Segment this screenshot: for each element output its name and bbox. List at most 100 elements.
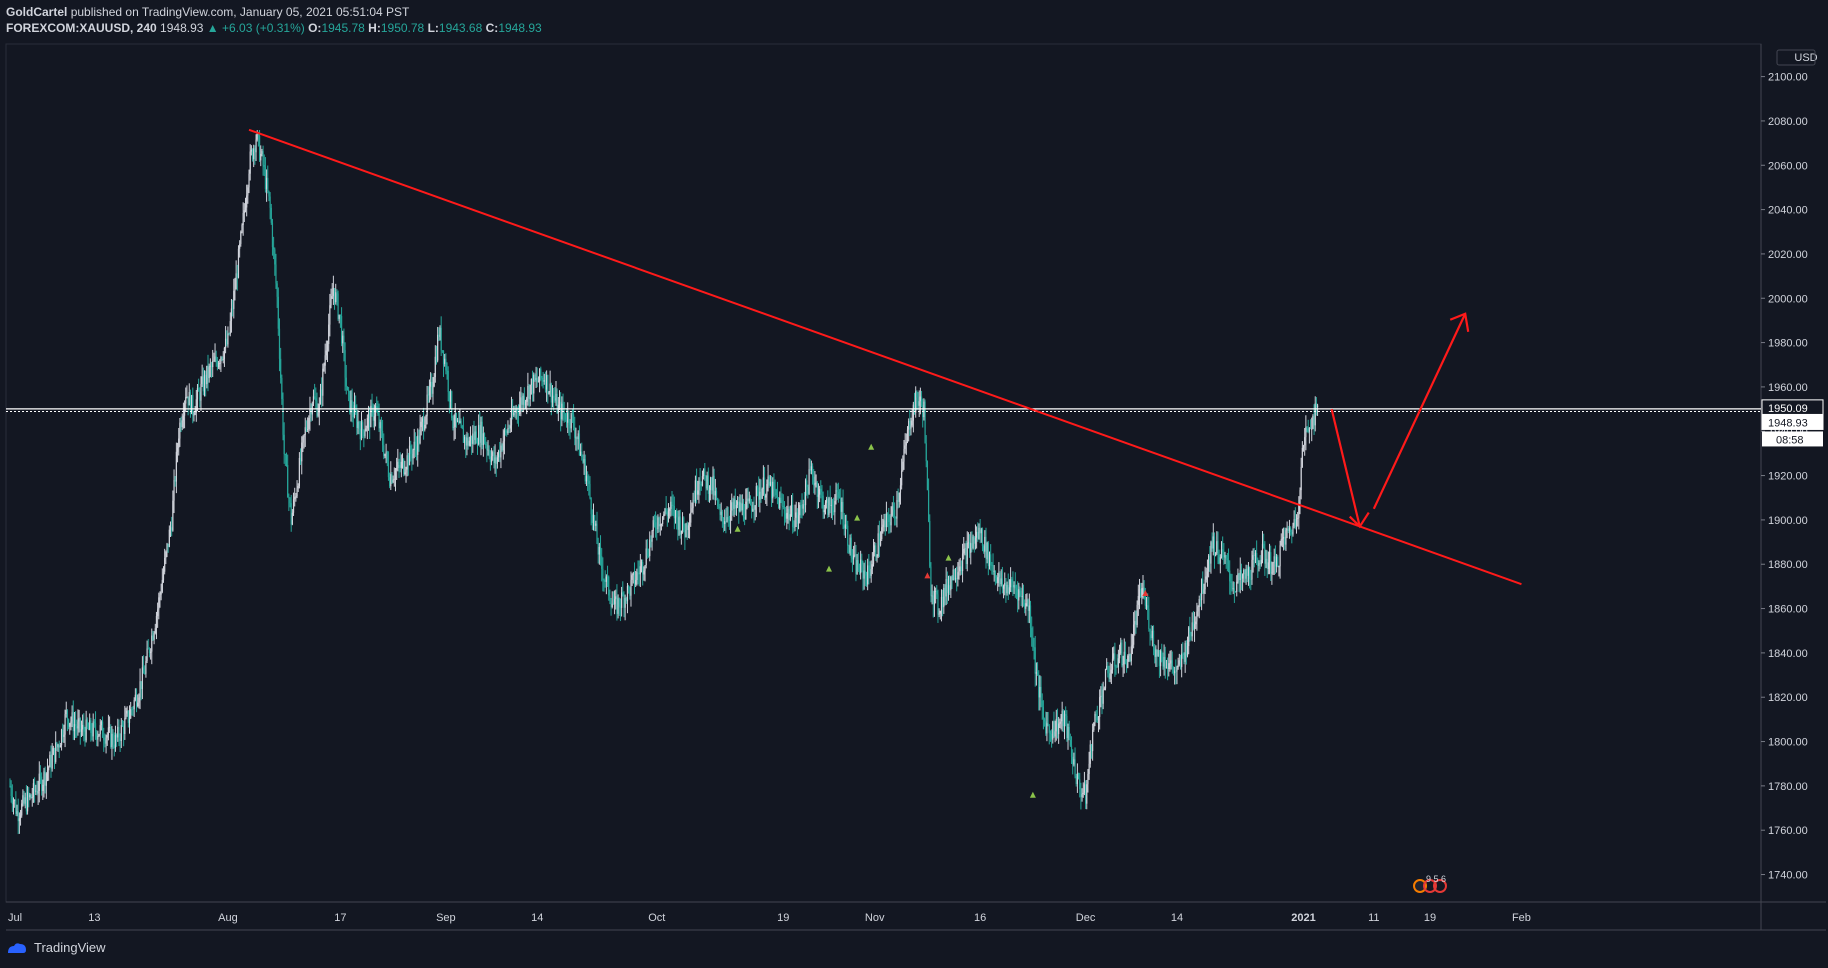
candle-body (763, 477, 766, 498)
candle-body (147, 648, 149, 650)
candle-body (451, 391, 453, 418)
candle-body (747, 498, 749, 502)
candle-body (935, 590, 937, 592)
candle-body (875, 545, 877, 558)
candle-body (319, 389, 322, 404)
candle-body (567, 412, 569, 423)
candle-body (819, 488, 821, 495)
candle-body (779, 497, 781, 509)
candle-body (1232, 588, 1234, 590)
candle-body (191, 395, 193, 414)
candle-body (392, 479, 394, 483)
candle-body (635, 580, 637, 585)
footer-brand[interactable]: TradingView (6, 940, 106, 955)
candle-body (1301, 447, 1303, 468)
candle-body (1080, 789, 1082, 798)
candle-body (148, 648, 151, 653)
candle-body (912, 404, 914, 421)
candle-body (10, 786, 12, 796)
candle-body (195, 399, 197, 413)
candle-body (758, 487, 760, 500)
candle-body (1121, 642, 1123, 666)
candle-body (280, 358, 282, 378)
candle-body (916, 391, 918, 398)
symbol-label[interactable]: FOREXCOM:XAUUSD, 240 (6, 21, 157, 35)
candle-body (505, 430, 507, 432)
candle-body (592, 515, 595, 523)
candle-body (705, 475, 707, 489)
candle-body (746, 498, 748, 502)
candle-body (173, 480, 175, 501)
candle-body (917, 397, 919, 406)
candle-body (1018, 589, 1020, 601)
open-label: O: (308, 21, 322, 35)
candle-body (1233, 588, 1235, 591)
candle-body (787, 508, 789, 513)
candle-body (575, 437, 577, 439)
candle-body (16, 811, 18, 814)
candle-body (911, 420, 913, 426)
signal-marker (868, 443, 875, 450)
candle-body (41, 776, 43, 791)
candle-body (947, 585, 950, 594)
candle-body (690, 512, 692, 523)
candle-body (105, 737, 107, 744)
candle-body (827, 498, 829, 515)
candle-body (117, 726, 119, 738)
candle-body (80, 729, 83, 732)
candle-body (738, 501, 740, 512)
candle-body (686, 523, 688, 530)
candle-body (919, 396, 921, 402)
candle-body (365, 428, 367, 432)
candle-body (456, 420, 459, 422)
candle-body (856, 560, 858, 574)
candle-body (1294, 519, 1296, 528)
candle-body (352, 412, 354, 418)
candle-body (111, 733, 113, 748)
candle-body (397, 461, 399, 469)
candle-body (408, 445, 411, 466)
candle-body (114, 735, 117, 749)
candle-body (497, 450, 500, 458)
candle-body (1307, 428, 1309, 432)
candle-body (1034, 647, 1036, 674)
candle-body (1101, 695, 1103, 704)
candle-body (1055, 718, 1057, 732)
candle-body (460, 420, 462, 426)
candle-body (1239, 570, 1241, 581)
author-name[interactable]: GoldCartel (6, 5, 68, 19)
candle-body (540, 368, 542, 378)
candle-body (1244, 569, 1246, 579)
candle-body (660, 523, 663, 525)
candle-body (389, 477, 391, 487)
candle-body (1215, 553, 1217, 556)
candle-body (517, 412, 520, 414)
candle-body (583, 459, 585, 463)
candle-body (936, 590, 938, 595)
candle-body (404, 472, 406, 474)
candle-body (322, 368, 324, 396)
candle-body (647, 555, 650, 557)
candle-body (496, 457, 499, 464)
candle-body (502, 441, 504, 451)
candle-body (127, 710, 129, 723)
candle-body (166, 543, 168, 552)
candle-body (103, 737, 105, 741)
candle-body (1042, 706, 1045, 719)
candle-body (344, 350, 346, 378)
candle-body (1204, 579, 1206, 590)
candle-body (1058, 723, 1060, 735)
candle-body (249, 151, 251, 174)
x-tick-label: Feb (1512, 912, 1531, 924)
candle-body (876, 556, 878, 558)
candle-body (411, 453, 413, 459)
candle-body (854, 554, 856, 556)
candle-body (1272, 562, 1274, 573)
candle-body (118, 726, 120, 739)
candle-body (1108, 673, 1110, 679)
candle-body (671, 501, 673, 505)
candle-body (991, 564, 993, 567)
candle-body (295, 496, 297, 498)
candle-body (645, 548, 647, 566)
